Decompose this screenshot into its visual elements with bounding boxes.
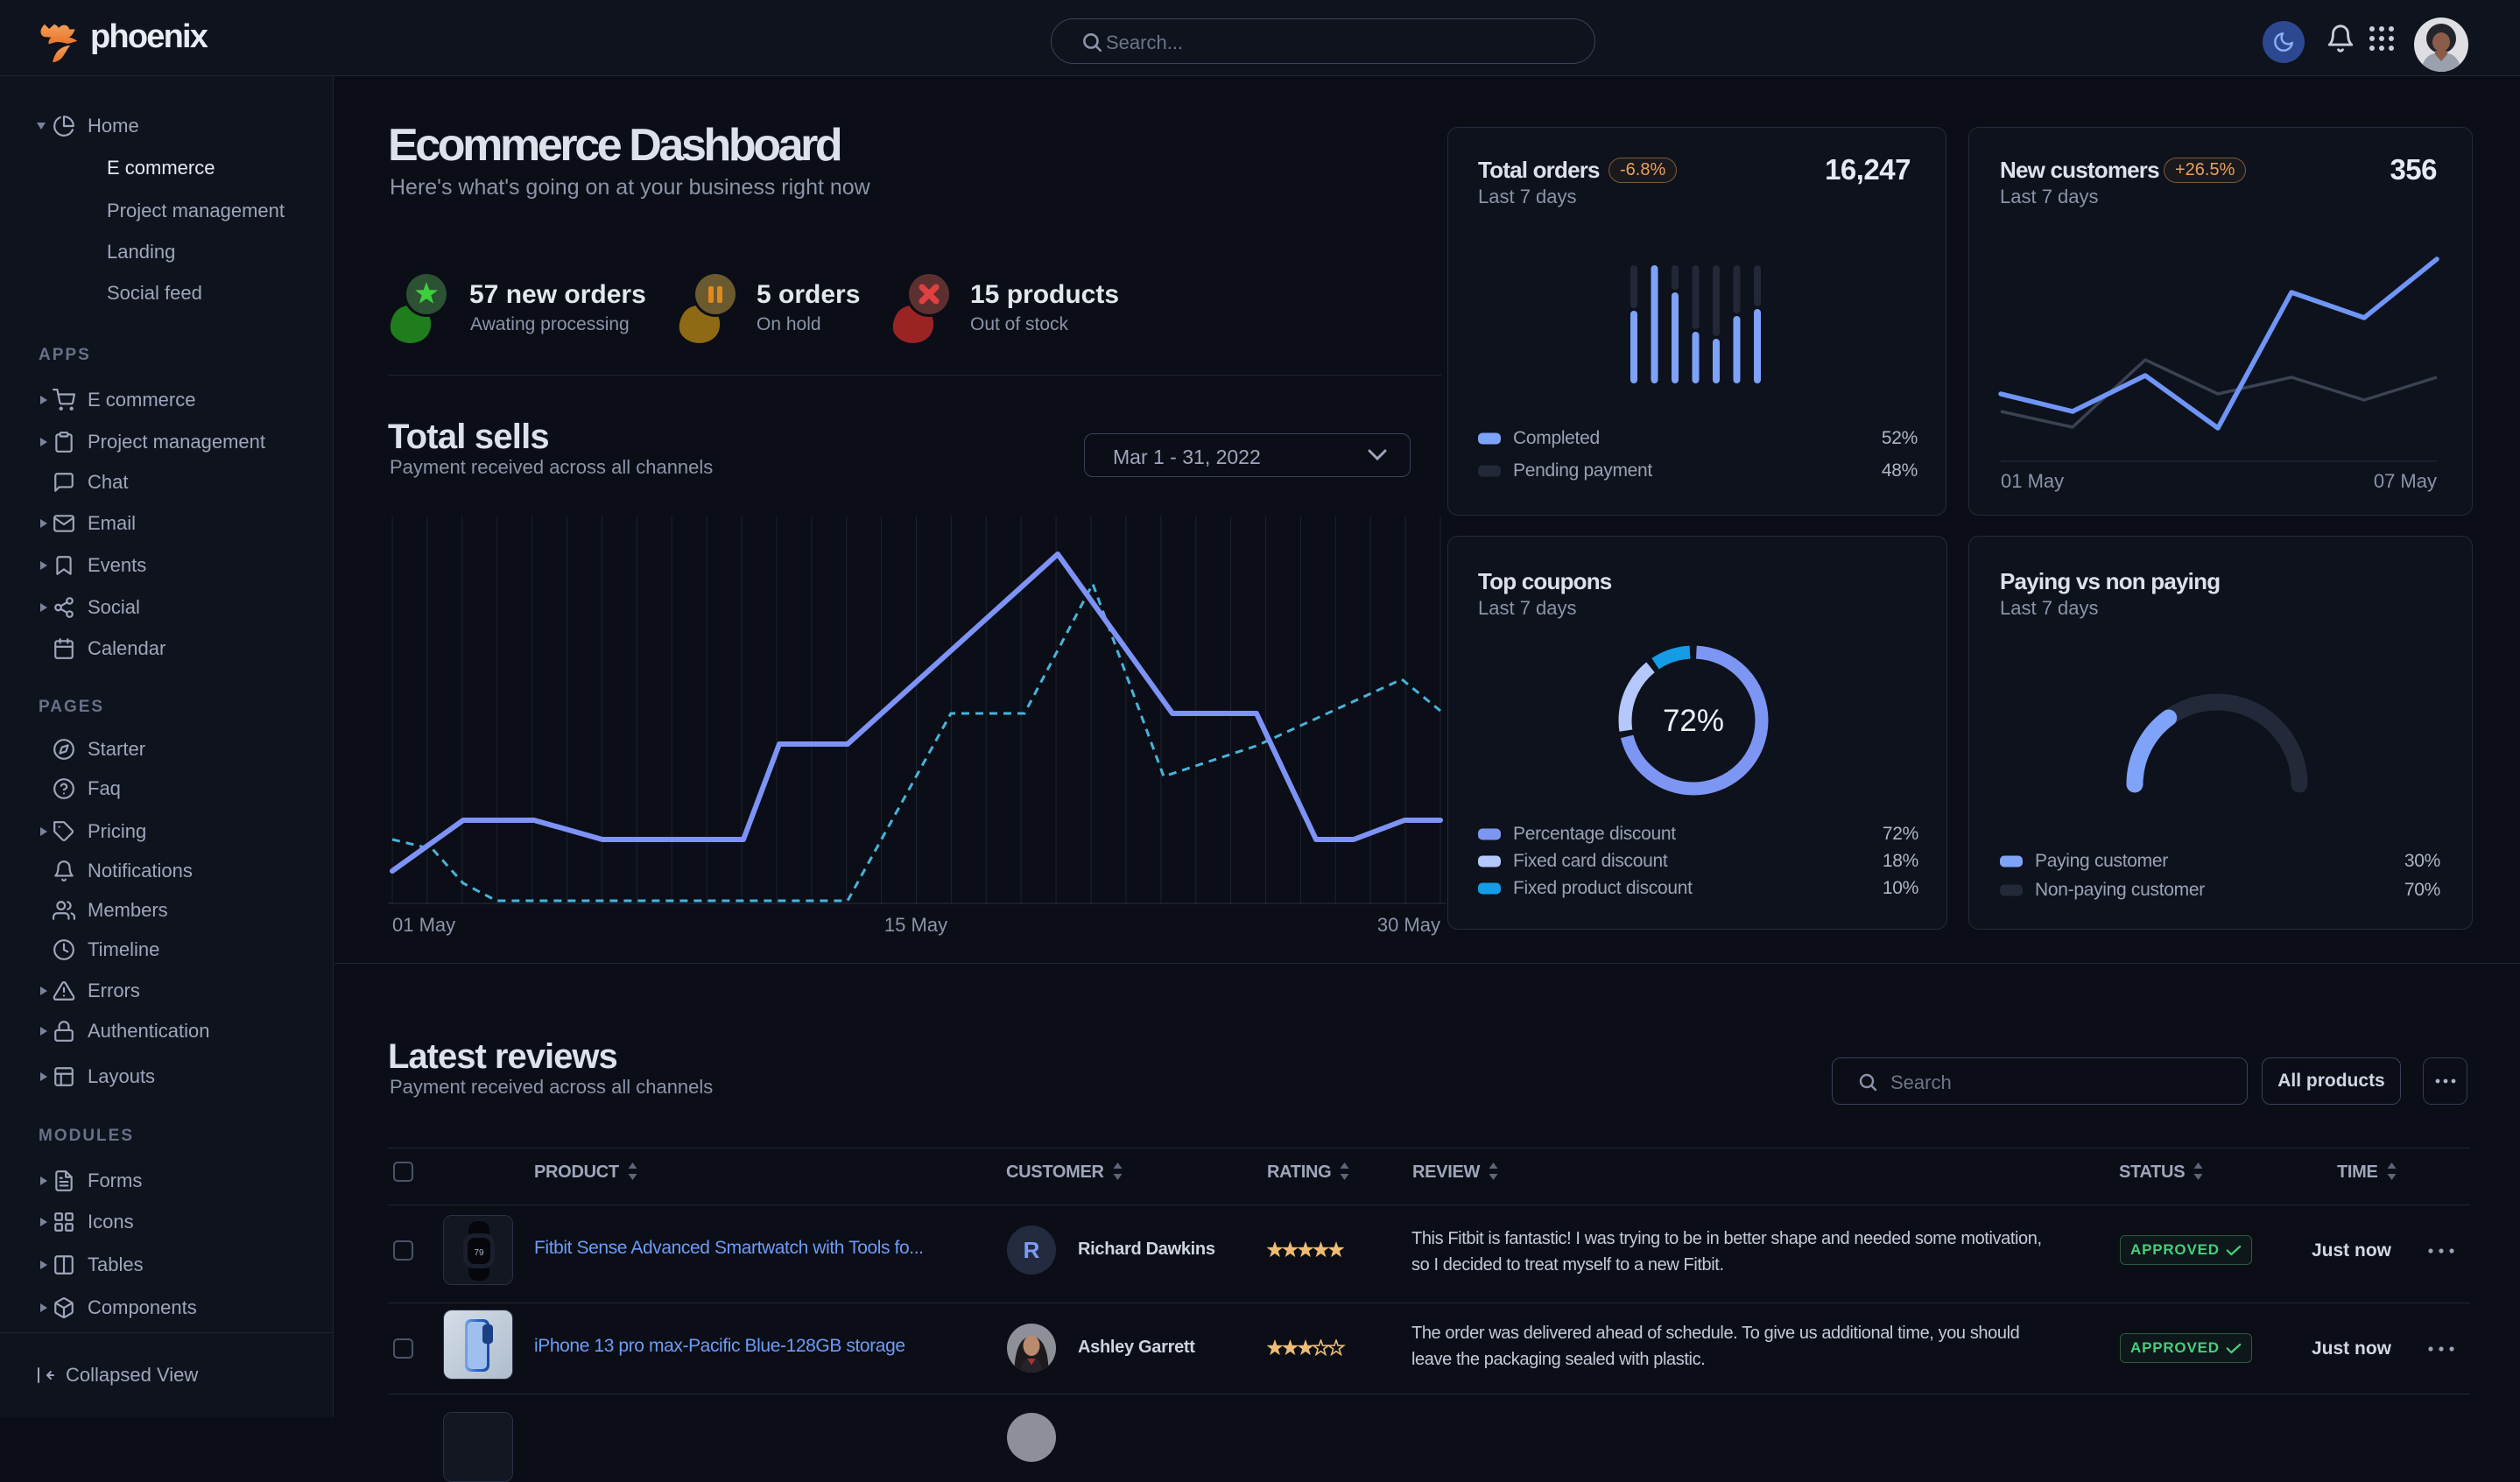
- svg-text:79: 79: [474, 1248, 484, 1258]
- svg-text:07 May: 07 May: [2374, 470, 2437, 492]
- svg-text:01 May: 01 May: [392, 914, 455, 936]
- svg-text:01 May: 01 May: [2001, 470, 2064, 492]
- svg-text:15 May: 15 May: [884, 914, 947, 936]
- svg-text:72%: 72%: [1663, 704, 1724, 738]
- svg-text:30 May: 30 May: [1377, 914, 1440, 936]
